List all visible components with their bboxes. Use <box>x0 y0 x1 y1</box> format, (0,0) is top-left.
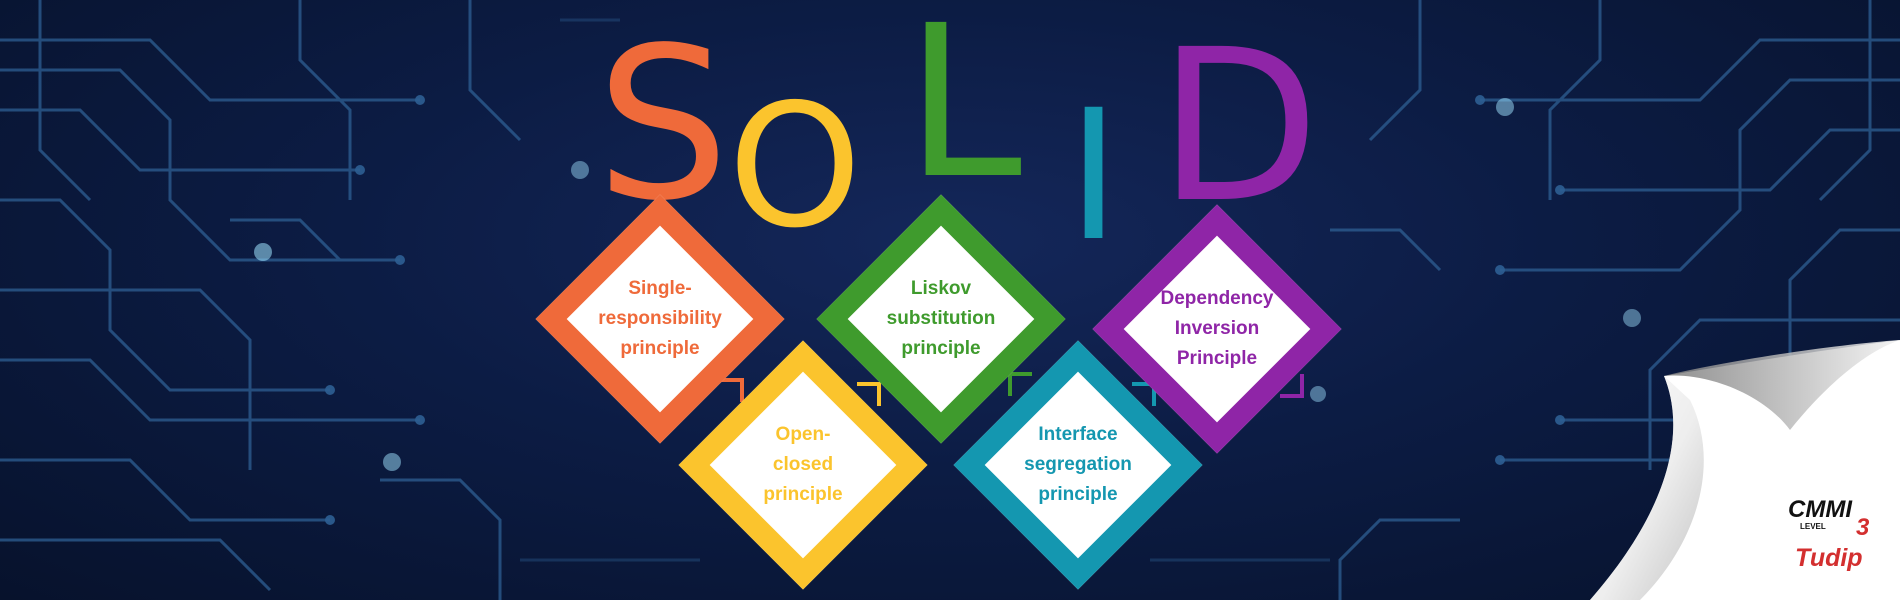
principle-label-line: Principle <box>1176 348 1258 369</box>
cmmi-level-label: LEVEL <box>1800 522 1826 531</box>
principle-label-line: substitution <box>886 308 996 329</box>
connector-purple <box>1280 374 1304 398</box>
principle-label-isp: Interface segregation principle <box>988 420 1168 510</box>
principle-label-line: Interface <box>1038 424 1118 445</box>
connector-orange-yellow <box>720 378 744 402</box>
principle-label-line: principle <box>620 338 700 359</box>
principle-label-line: principle <box>763 484 843 505</box>
principle-label-line: responsibility <box>598 308 722 329</box>
cmmi-level-number: 3 <box>1856 514 1870 541</box>
principle-label-line: Liskov <box>910 278 972 299</box>
title-letter-i: I <box>1067 72 1121 281</box>
tudip-logo-text: Tudip <box>1795 544 1863 572</box>
cmmi-logo-text: CMMI <box>1788 496 1852 523</box>
principle-label-ocp: Open- closed principle <box>713 420 893 510</box>
principle-label-lsp: Liskov substitution principle <box>851 274 1031 364</box>
title-letter-o: O <box>728 68 862 266</box>
principle-label-line: principle <box>901 338 981 359</box>
principle-label-dip: Dependency Inversion Principle <box>1127 284 1307 374</box>
principle-label-line: Inversion <box>1174 318 1260 339</box>
principle-label-line: Single- <box>628 278 692 299</box>
title-letter-d: D <box>1158 4 1320 249</box>
principle-label-srp: Single- responsibility principle <box>570 274 750 364</box>
principle-label-line: Dependency <box>1160 288 1274 309</box>
principle-label-line: closed <box>772 454 834 475</box>
principle-label-line: segregation <box>1024 454 1132 475</box>
principle-label-line: Open- <box>775 424 831 445</box>
connector-yellow-green <box>857 382 881 406</box>
principle-label-line: principle <box>1038 484 1118 505</box>
title-letter-l: L <box>905 0 1022 225</box>
title-letter-s: S <box>596 2 730 247</box>
